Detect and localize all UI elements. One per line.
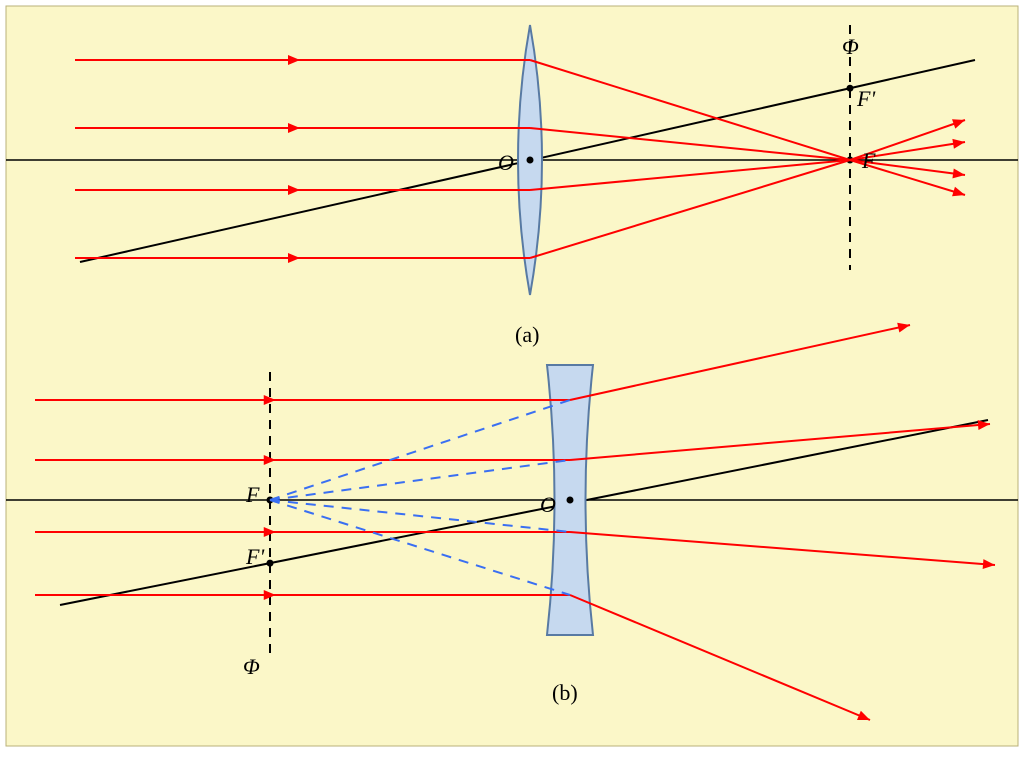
label-F-b: F xyxy=(246,482,259,508)
label-O-b: O xyxy=(540,492,556,518)
sublabel-b: (b) xyxy=(552,680,578,706)
diagram-svg xyxy=(0,0,1024,767)
sublabel-a: (a) xyxy=(515,322,539,348)
label-Fp-a: F' xyxy=(857,86,875,112)
label-O-a: O xyxy=(498,150,514,176)
label-Phi-b: Φ xyxy=(243,654,260,680)
label-Fp-b: F' xyxy=(246,544,264,570)
label-F-a: F xyxy=(862,148,875,174)
label-Phi-a: Φ xyxy=(842,34,859,60)
optics-diagram-canvas: O F F' Φ (a) O F F' Φ (b) xyxy=(0,0,1024,767)
